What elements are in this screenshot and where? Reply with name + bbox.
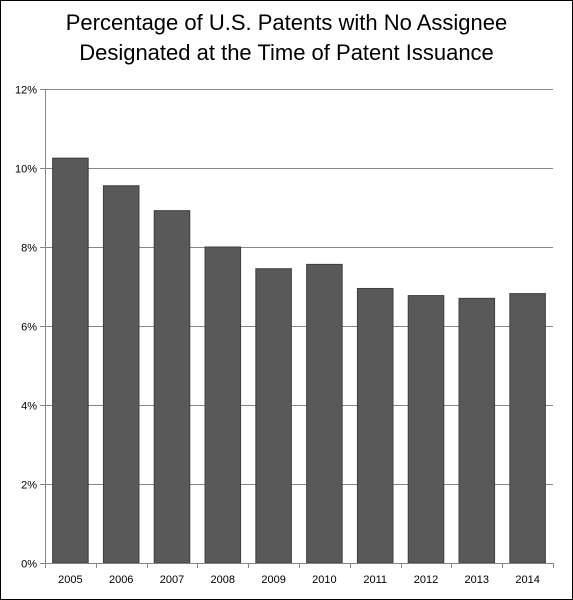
y-tick-label: 0% [21,559,37,571]
x-tick-label: 2012 [414,574,438,586]
x-tick-label: 2007 [160,574,184,586]
x-tick-label: 2013 [465,574,489,586]
x-tick-label: 2006 [109,574,133,586]
x-tick-label: 2008 [211,574,235,586]
y-tick-label: 4% [21,401,37,413]
bar-2008 [205,247,241,563]
x-tick-label: 2014 [515,574,539,586]
y-tick-label: 10% [15,164,37,176]
bar-2010 [307,264,343,563]
x-tick-label: 2010 [312,574,336,586]
x-tick-label: 2009 [261,574,285,586]
bar-2007 [154,211,190,563]
bar-2009 [256,269,292,563]
bar-2014 [510,294,546,563]
y-tick-label: 2% [21,480,37,492]
y-tick-label: 8% [21,243,37,255]
bar-2006 [103,186,139,563]
bar-2012 [408,296,444,563]
bar-2005 [53,158,89,563]
bar-2011 [357,288,393,563]
bar-2013 [459,298,495,563]
x-tick-label: 2005 [58,574,82,586]
x-tick-label: 2011 [363,574,387,586]
y-tick-label: 6% [21,322,37,334]
y-tick-label: 12% [15,85,37,97]
